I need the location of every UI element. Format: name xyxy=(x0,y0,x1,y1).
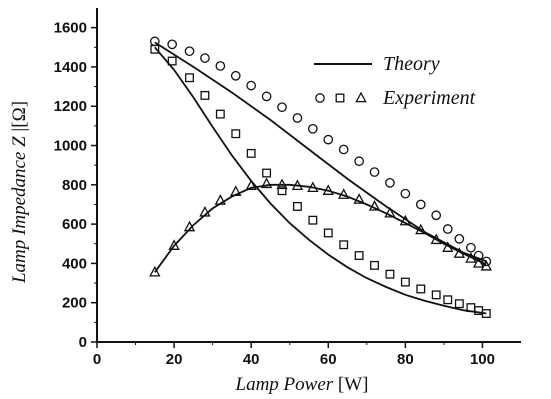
square-data-point xyxy=(292,201,302,211)
triangle-data-point xyxy=(472,257,485,268)
square-data-point xyxy=(339,240,349,250)
legend-experiment-label: Experiment xyxy=(382,87,476,109)
square-data-point xyxy=(262,168,272,178)
square-data-point xyxy=(200,90,210,100)
legend-triangle-marker xyxy=(355,91,367,103)
square-data-point xyxy=(431,290,441,300)
square-data-point xyxy=(354,251,364,261)
triangle-data-point xyxy=(399,214,412,226)
square-data-point xyxy=(246,148,256,158)
y-tick-label: 600 xyxy=(62,216,87,233)
axes: 0 20 40 60 80 1000200400600800100012001400160… xyxy=(54,8,521,368)
triangle-data-point xyxy=(415,223,427,235)
y-tick-label: 200 xyxy=(62,295,87,312)
circle-data-point xyxy=(442,224,453,234)
circle-data-point xyxy=(308,123,318,134)
triangle-data-point xyxy=(430,233,442,245)
circle-data-point xyxy=(415,199,426,210)
square-data-point xyxy=(231,129,241,139)
square-data-point xyxy=(185,73,194,83)
circle-data-point xyxy=(277,102,287,113)
circle-data-point xyxy=(184,46,195,57)
circle-data-point xyxy=(369,167,380,177)
triangle-data-point xyxy=(291,179,304,191)
square-data-point xyxy=(481,309,491,318)
square-data-point xyxy=(443,295,453,305)
triangle-data-point xyxy=(465,252,477,263)
circle-data-point xyxy=(431,210,442,221)
circle-data-point xyxy=(230,70,241,81)
x-tick-label: 80 xyxy=(397,351,414,368)
data-marks xyxy=(149,36,492,318)
circle-data-point xyxy=(354,156,364,167)
circle-data-point xyxy=(466,242,476,253)
circle-data-point xyxy=(454,234,465,244)
square-data-point xyxy=(454,299,464,309)
y-tick-label: 1000 xyxy=(54,138,87,155)
legend-circle-marker xyxy=(315,93,325,103)
circle-data-point xyxy=(246,80,257,91)
theory-curve-3 xyxy=(154,183,487,273)
y-tick-label: 1400 xyxy=(54,59,87,76)
triangle-data-point xyxy=(384,206,396,218)
square-data-point xyxy=(215,109,225,119)
circle-data-point xyxy=(292,113,303,123)
square-data-point xyxy=(323,228,333,238)
square-data-point xyxy=(385,269,395,279)
x-tick-label: 40 xyxy=(243,351,260,368)
theory-curve-2 xyxy=(154,46,487,315)
circle-data-point xyxy=(215,61,226,71)
x-tick-label: 20 xyxy=(166,351,183,368)
y-tick-label: 800 xyxy=(62,177,87,194)
circle-data-point xyxy=(385,178,395,188)
circle-data-point xyxy=(261,91,272,102)
circle-data-point xyxy=(323,134,334,145)
x-axis-title: Lamp Power [W] xyxy=(235,374,369,395)
triangle-data-point xyxy=(245,179,257,191)
circle-data-point xyxy=(167,39,178,50)
triangle-data-point xyxy=(276,178,288,190)
triangle-data-point xyxy=(453,247,466,258)
legend: Theory Experiment xyxy=(314,53,476,109)
triangle-data-point xyxy=(442,241,454,252)
triangle-data-point xyxy=(183,220,196,232)
square-data-point xyxy=(308,215,318,225)
triangle-data-point xyxy=(338,188,350,199)
legend-experiment-markers xyxy=(315,91,367,103)
triangle-data-point xyxy=(353,193,365,204)
y-axis-title: Lamp Impedance Z |[Ω] xyxy=(9,101,30,284)
triangle-data-point xyxy=(149,265,161,277)
circle-data-point xyxy=(481,256,492,267)
x-tick-label: 60 xyxy=(320,351,337,368)
circle-data-point xyxy=(200,53,210,63)
theory-curve-1 xyxy=(154,41,487,263)
triangle-data-point xyxy=(260,177,273,189)
y-tick-label: 0 xyxy=(79,334,87,351)
triangle-data-point xyxy=(368,200,381,211)
triangle-data-point xyxy=(168,239,180,250)
triangle-data-point xyxy=(230,185,242,196)
circle-data-point xyxy=(149,36,160,47)
y-tick-label: 1600 xyxy=(54,20,87,37)
square-data-point xyxy=(277,186,287,196)
square-data-point xyxy=(370,260,379,270)
legend-theory-label: Theory xyxy=(383,53,440,75)
x-tick-label: 100 xyxy=(470,351,495,368)
triangle-data-point xyxy=(199,205,211,217)
x-tick-label: 0 xyxy=(93,351,101,368)
triangle-data-point xyxy=(214,194,227,205)
triangle-data-point xyxy=(307,181,319,193)
square-data-point xyxy=(167,56,177,66)
square-data-point xyxy=(416,284,426,294)
triangle-data-point xyxy=(322,184,334,195)
triangle-data-point xyxy=(480,259,492,271)
y-tick-label: 1200 xyxy=(54,98,87,115)
y-tick-label: 400 xyxy=(62,255,87,272)
legend-square-marker xyxy=(335,93,345,103)
circle-data-point xyxy=(338,144,349,155)
square-data-point xyxy=(150,44,160,54)
square-data-point xyxy=(400,277,410,287)
circle-data-point xyxy=(400,188,411,199)
